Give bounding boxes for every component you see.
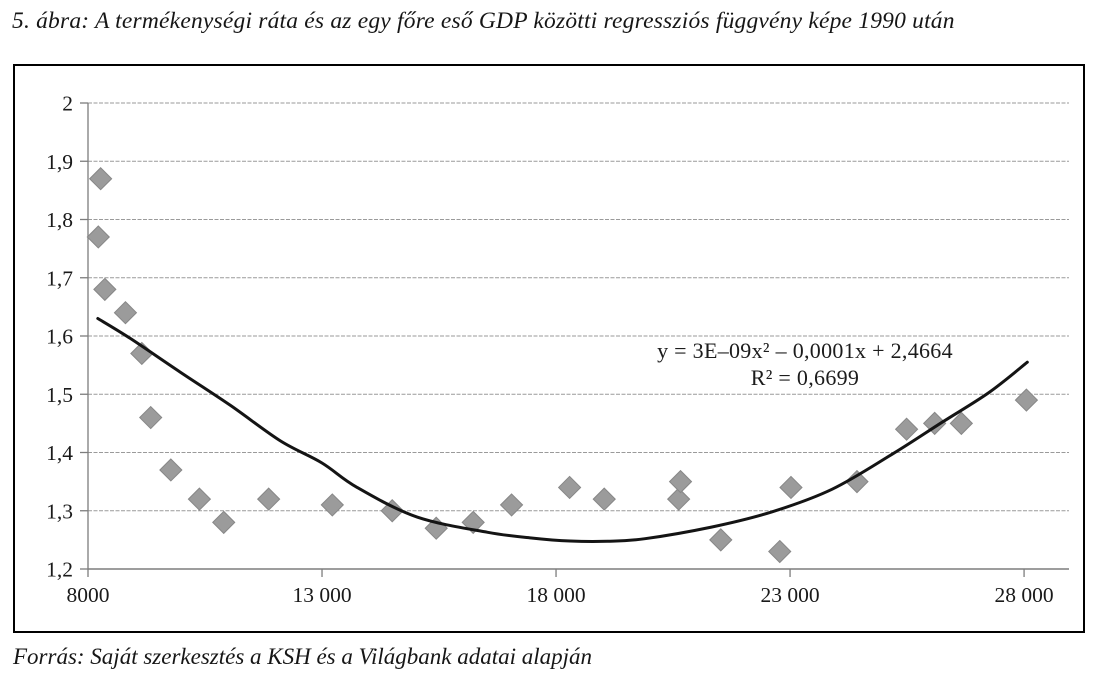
scatter-point <box>93 277 117 302</box>
scatter-point <box>557 475 582 500</box>
scatter-point <box>894 417 919 441</box>
trendline-equation: y = 3E–09x² – 0,0001x + 2,4664 <box>657 338 953 363</box>
scatter-point <box>592 487 616 511</box>
x-axis-tick-label: 13 000 <box>292 583 351 607</box>
scatter-point <box>768 539 792 564</box>
scatter-point <box>461 510 485 535</box>
r-squared-value: R² = 0,6699 <box>750 365 860 390</box>
scatter-point <box>949 411 974 436</box>
figure-title: 5. ábra: A termékenységi ráta és az egy … <box>12 8 955 34</box>
trendline-annotation: y = 3E–09x² – 0,0001x + 2,4664 R² = 0,66… <box>573 337 1037 391</box>
y-axis-tick-label: 2 <box>62 92 73 116</box>
scatter-point <box>922 411 947 436</box>
chart-frame: 1,2 1,3 1,4 1,5 1,6 1,7 1,8 1,9 2 8000 13 000 18 00… <box>13 64 1085 633</box>
scatter-point <box>709 528 733 552</box>
scatter-point <box>845 469 869 494</box>
scatter-chart: 1,2 1,3 1,4 1,5 1,6 1,7 1,8 1,9 2 8000 13 000 18 00… <box>46 92 1069 607</box>
scatter-point <box>499 493 524 517</box>
y-axis-tick-label: 1,5 <box>46 383 73 407</box>
x-axis-tick-label: 23 000 <box>760 583 819 607</box>
scatter-point <box>187 487 212 511</box>
y-axis-tick-label: 1,8 <box>46 208 73 232</box>
x-axis-tick-label: 28 000 <box>995 583 1054 607</box>
y-axis-tick-label: 1,4 <box>46 441 73 465</box>
y-axis-tick-label: 1,9 <box>46 150 73 174</box>
scatter-point <box>88 167 113 191</box>
scatter-point <box>212 510 236 535</box>
scatter-point <box>668 469 693 494</box>
scatter-point <box>139 405 163 430</box>
scatter-point <box>113 300 138 325</box>
scatter-point <box>1014 388 1039 412</box>
x-axis-tick-label: 8000 <box>67 583 110 607</box>
y-axis-tick-label: 1,7 <box>46 266 73 290</box>
y-axis-tick-label: 1,6 <box>46 325 73 349</box>
scatter-point <box>320 493 345 517</box>
scatter-point <box>666 487 691 511</box>
scatter-point <box>256 487 281 511</box>
y-axis-tick-label: 1,3 <box>46 499 73 523</box>
x-axis-tick-label: 18 000 <box>526 583 585 607</box>
scatter-point <box>779 475 803 500</box>
scatter-point <box>86 225 111 249</box>
scatter-point <box>380 499 404 523</box>
trendline-curve <box>96 317 1029 544</box>
y-axis-tick-label: 1,2 <box>46 558 73 582</box>
source-caption: Forrás: Saját szerkesztés a KSH és a Vil… <box>13 644 593 669</box>
scatter-point <box>159 458 183 482</box>
